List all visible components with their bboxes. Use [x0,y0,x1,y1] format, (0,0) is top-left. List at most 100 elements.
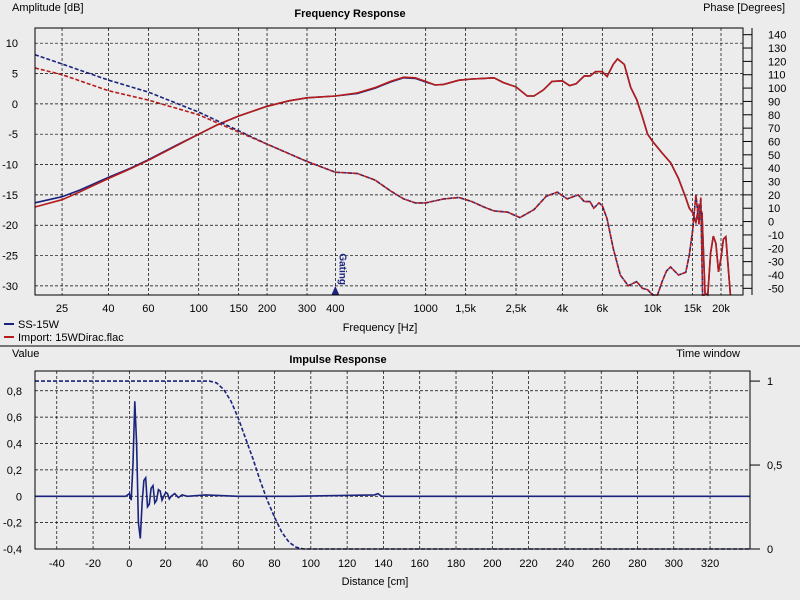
fr-y-tick-label: -25 [2,251,18,263]
fr-y2-tick-label: 60 [768,136,780,148]
ir-y-tick-label: 0,6 [7,412,22,424]
fr-ylabel: Amplitude [dB] [12,2,84,14]
fr-y-tick-label: -10 [2,160,18,172]
fr-ticks: 25 40 60 100 150 200 300 400 1000 1,5k 2,5k 4k 6k 10k… [2,28,786,315]
ir-x-tick-label: 80 [268,558,280,570]
fr-x-tick-label: 300 [298,303,316,315]
fr-y-tick-label: -20 [2,220,18,232]
fr-series-line [34,57,732,297]
ir-series-line [35,380,750,550]
ir-x-tick-label: 140 [374,558,392,570]
ir-x-tick-label: 100 [302,558,320,570]
ir-series [35,380,750,550]
ir-y2-tick-label: 1 [767,376,773,388]
fr-x-tick-label: 2,5k [506,303,527,315]
ir-y2-tick-label: 0 [767,544,773,556]
fr-y2-tick-label: -10 [768,230,784,242]
fr-y2label: Phase [Degrees] [703,2,785,14]
fr-y2-tick-label: 110 [768,70,786,82]
fr-y2-tick-label: 120 [768,56,786,68]
fr-x-tick-label: 60 [142,303,154,315]
ir-x-tick-label: 220 [519,558,537,570]
gating-marker [331,286,340,295]
ir-ylabel: Value [12,348,39,360]
fr-y2-tick-label: 80 [768,110,780,122]
fr-y-tick-label: 10 [6,38,18,50]
ir-y-tick-label: 0,8 [7,386,22,398]
fr-y2-tick-label: -20 [768,243,784,255]
fr-y2-tick-label: 20 [768,190,780,202]
fr-y2-tick-label: 30 [768,177,780,189]
fr-x-tick-label: 200 [258,303,276,315]
fr-y2-tick-label: 40 [768,163,780,175]
ir-x-tick-label: 320 [701,558,719,570]
ir-x-tick-label: 280 [628,558,646,570]
ir-title: Impulse Response [289,354,386,366]
ir-x-tick-label: -20 [85,558,101,570]
ir-x-tick-label: -40 [49,558,65,570]
fr-xlabel: Frequency [Hz] [343,322,418,334]
fr-x-tick-label: 25 [56,303,68,315]
ir-x-tick-label: 160 [411,558,429,570]
fr-y-tick-label: -5 [8,129,18,141]
fr-y2-tick-label: 0 [768,217,774,229]
fr-x-tick-label: 150 [230,303,248,315]
ir-x-tick-label: 0 [126,558,132,570]
ir-y-tick-label: 0,4 [7,439,22,451]
fr-y2-tick-label: 70 [768,123,780,135]
ir-x-tick-label: 60 [232,558,244,570]
ir-x-tick-label: 20 [160,558,172,570]
legend-label: SS-15W [18,319,60,331]
fr-y2-tick-label: -50 [768,283,784,295]
ir-y-tick-label: 0 [16,491,22,503]
ir-ticks: -40 -20 0 20 40 60 80 100 120 140 160 180 200 220 240 2… [3,376,782,570]
gating-label: Gating [336,253,347,285]
frequency-response-panel: Amplitude [dB] Frequency Response Phase … [2,2,786,334]
ir-y2label: Time window [676,348,740,360]
ir-y-tick-label: 0,2 [7,465,22,477]
ir-x-tick-label: 120 [338,558,356,570]
fr-y-tick-label: 0 [12,99,18,111]
fr-y-tick-label: 5 [12,69,18,81]
fr-x-tick-label: 400 [326,303,344,315]
ir-x-tick-label: 200 [483,558,501,570]
impulse-response-panel: Value Impulse Response Time window Dista… [3,348,782,588]
fr-y2-tick-label: 50 [768,150,780,162]
fr-series [34,53,732,297]
fr-y2-tick-label: 100 [768,83,786,95]
ir-series-line [35,401,750,539]
fr-y-tick-label: -30 [2,281,18,293]
fr-x-tick-label: 20k [712,303,730,315]
fr-x-tick-label: 4k [557,303,569,315]
fr-x-tick-label: 6k [597,303,609,315]
fr-x-tick-label: 100 [190,303,208,315]
ir-x-tick-label: 260 [592,558,610,570]
legend-label: Import: 15WDirac.flac [18,332,124,344]
fr-y2-tick-label: 10 [768,203,780,215]
fr-title: Frequency Response [294,8,405,20]
fr-grid [35,28,743,295]
ir-y-tick-label: -0,4 [3,544,22,556]
fr-y2-tick-label: -40 [768,270,784,282]
fr-y2-tick-label: -30 [768,257,784,269]
ir-y2-tick-label: 0,5 [767,460,782,472]
ir-x-tick-label: 180 [447,558,465,570]
ir-plot-frame [34,370,751,550]
ir-x-tick-label: 240 [556,558,574,570]
ir-x-tick-label: 300 [665,558,683,570]
ir-xlabel: Distance [cm] [342,576,409,588]
fr-x-tick-label: 10k [644,303,662,315]
fr-y2-tick-label: 130 [768,43,786,55]
fr-x-tick-label: 15k [684,303,702,315]
fr-x-tick-label: 1000 [413,303,437,315]
ir-y-tick-label: -0,2 [3,518,22,530]
fr-plot-frame [34,27,744,296]
ir-x-tick-label: 40 [196,558,208,570]
fr-y2-tick-label: 90 [768,96,780,108]
fr-y2-tick-label: 140 [768,30,786,42]
fr-x-tick-label: 1,5k [455,303,476,315]
fr-x-tick-label: 40 [102,303,114,315]
